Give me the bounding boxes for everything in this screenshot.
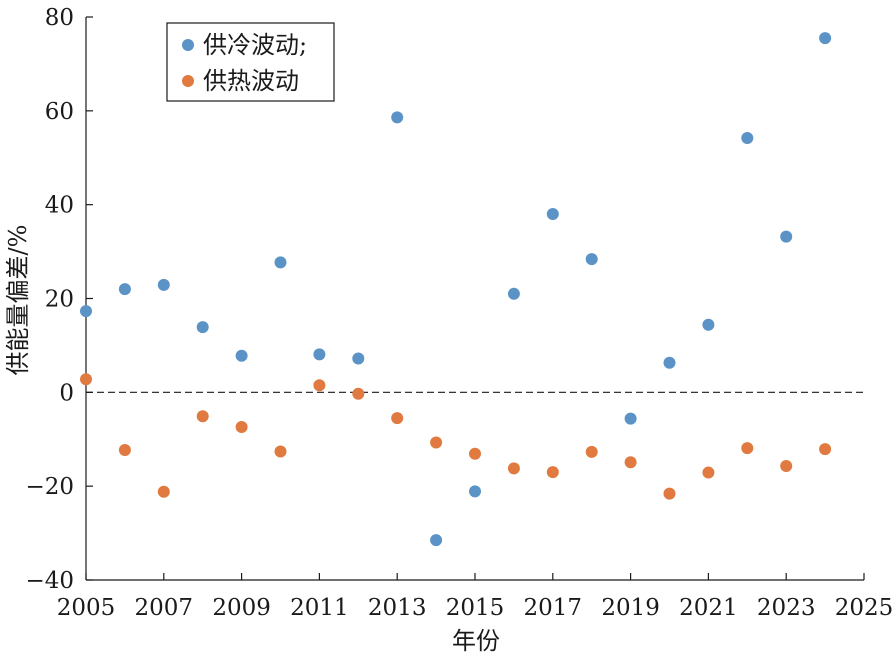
x-tick-label: 2023 [757, 595, 816, 621]
data-point-heating [157, 485, 170, 498]
y-tick-label: 0 [59, 380, 74, 406]
y-tick-label: 80 [45, 5, 74, 31]
y-tick-label: 60 [45, 99, 74, 125]
data-point-cooling [702, 318, 715, 331]
data-point-heating [663, 487, 676, 500]
x-axis-title: 年份 [452, 627, 500, 655]
data-point-cooling [352, 352, 365, 365]
x-tick-label: 2021 [679, 595, 738, 621]
legend-box [166, 22, 335, 102]
legend: 供冷波动; 供热波动 [166, 22, 335, 102]
data-point-cooling [780, 230, 793, 243]
y-tick-label: 20 [45, 287, 74, 313]
data-point-heating [196, 410, 209, 423]
data-point-heating [274, 445, 287, 458]
x-tick-label: 2017 [524, 595, 583, 621]
x-tick-label: 2005 [57, 595, 116, 621]
data-point-cooling [585, 253, 598, 266]
y-tick-label: 40 [45, 193, 74, 219]
data-point-heating [235, 421, 248, 434]
data-point-heating [741, 442, 754, 455]
data-points [80, 32, 832, 547]
data-point-heating [507, 462, 520, 475]
x-axis-ticks: 2005 2007 2009 2011 2013 2015 2017 2019 2021 2023… [57, 573, 894, 621]
y-tick-label: −20 [25, 474, 74, 500]
data-point-cooling [274, 256, 287, 269]
data-point-heating [585, 445, 598, 458]
data-point-heating [118, 444, 131, 457]
legend-marker-heating [182, 75, 194, 87]
data-point-heating [546, 466, 559, 479]
data-point-cooling [546, 208, 559, 221]
data-point-cooling [741, 132, 754, 145]
data-point-heating [819, 443, 832, 456]
legend-label-heating: 供热波动 [203, 67, 299, 95]
x-tick-label: 2007 [135, 595, 194, 621]
data-point-cooling [313, 348, 326, 361]
data-point-cooling [819, 32, 832, 45]
data-point-cooling [235, 349, 248, 362]
data-point-cooling [507, 287, 520, 300]
data-point-cooling [157, 278, 170, 291]
data-point-cooling [624, 412, 637, 425]
legend-marker-cooling [182, 39, 194, 51]
data-point-cooling [430, 534, 443, 547]
x-tick-label: 2009 [212, 595, 271, 621]
data-point-cooling [80, 305, 92, 318]
data-point-cooling [118, 283, 131, 296]
data-point-heating [780, 459, 793, 472]
data-point-cooling [391, 111, 404, 124]
data-point-heating [469, 447, 481, 460]
data-point-heating [702, 466, 715, 479]
x-tick-label: 2025 [835, 595, 894, 621]
data-point-cooling [469, 485, 481, 498]
legend-label-cooling: 供冷波动; [203, 31, 307, 59]
x-tick-label: 2015 [446, 595, 505, 621]
x-tick-label: 2019 [601, 595, 660, 621]
data-point-heating [430, 436, 443, 449]
x-tick-label: 2011 [290, 595, 349, 621]
x-tick-label: 2013 [368, 595, 427, 621]
data-point-heating [391, 412, 404, 425]
y-axis-title: 供能量偏差/% [4, 225, 32, 376]
data-point-cooling [663, 356, 676, 369]
data-point-heating [80, 373, 92, 386]
data-point-heating [313, 379, 326, 392]
data-point-cooling [196, 321, 209, 334]
data-point-heating [624, 456, 637, 469]
y-tick-label: −40 [25, 568, 74, 594]
y-axis-ticks: 80 60 40 20 0 −20 −40 [25, 5, 93, 594]
data-point-heating [352, 387, 365, 400]
